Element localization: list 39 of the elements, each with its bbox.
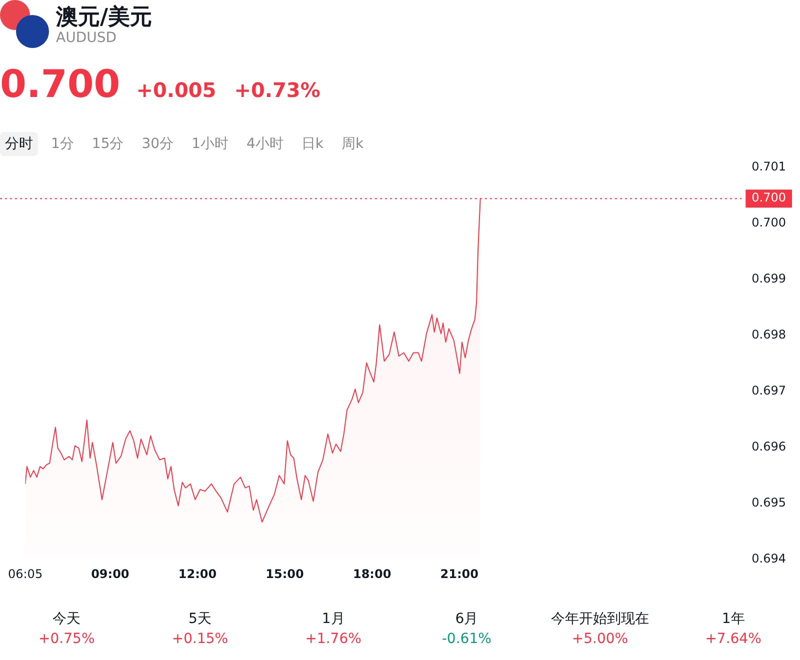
y-tick-label: 0.696	[752, 440, 786, 454]
text: +0.75%	[38, 631, 96, 647]
text: 6月	[455, 611, 478, 627]
chart-subtitle: AUDUSD	[56, 30, 117, 46]
text: +1.76%	[304, 631, 362, 647]
text: +0.005	[136, 78, 216, 102]
text: 5天	[188, 611, 212, 627]
text: +0.15%	[170, 631, 230, 647]
text: 分时	[0, 132, 38, 156]
y-tick-label: 0.697	[752, 384, 786, 398]
text: +5.00%	[570, 631, 630, 647]
text: 4小时	[246, 135, 284, 154]
x-tick-label: 06:05	[8, 566, 43, 581]
text: 1年	[722, 611, 745, 627]
y-tick-label: 0.701	[752, 159, 786, 174]
text: 1月	[322, 611, 345, 627]
text: 1分	[50, 135, 75, 154]
text: 周k	[340, 135, 365, 154]
text: +7.64%	[704, 631, 762, 647]
y-tick-label: 0.695	[752, 496, 786, 510]
x-tick-label: 21:00	[440, 566, 478, 581]
text: 今年开始到现在	[550, 611, 649, 627]
text: 日k	[300, 135, 325, 154]
y-tick-label: 0.694	[752, 552, 786, 566]
y-tick-label: 0.698	[752, 327, 786, 342]
x-tick-label: 15:00	[266, 566, 304, 581]
x-tick-label: 12:00	[178, 566, 217, 581]
text: +0.73%	[234, 78, 320, 102]
text: 1小时	[190, 135, 230, 154]
x-tick-label: 09:00	[91, 566, 130, 581]
chart-title: 澳元/美元	[56, 4, 152, 32]
y-tick-label: 0.699	[752, 271, 786, 286]
text: 30分	[140, 135, 175, 154]
text: 0.700	[0, 62, 120, 106]
text: 15分	[90, 135, 125, 154]
text: 今天	[52, 611, 81, 627]
text: -0.61%	[440, 631, 492, 647]
x-tick-label: 18:00	[352, 566, 392, 581]
y-tick-label: 0.700	[752, 215, 786, 230]
